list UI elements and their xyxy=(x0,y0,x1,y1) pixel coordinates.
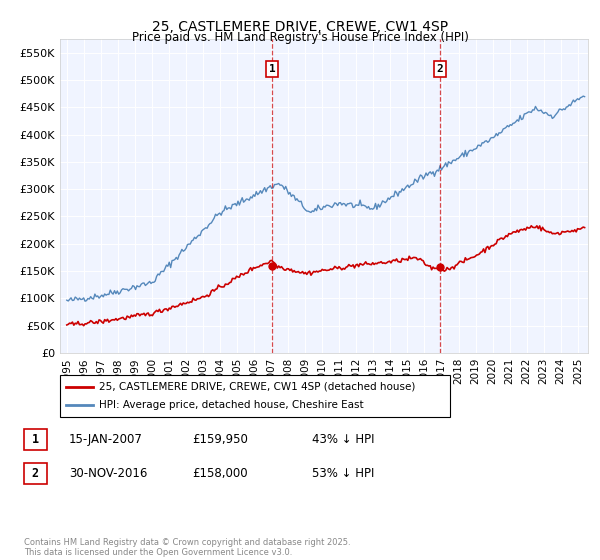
Text: 30-NOV-2016: 30-NOV-2016 xyxy=(69,466,148,480)
Text: £158,000: £158,000 xyxy=(192,466,248,480)
Text: 15-JAN-2007: 15-JAN-2007 xyxy=(69,433,143,446)
Text: HPI: Average price, detached house, Cheshire East: HPI: Average price, detached house, Ches… xyxy=(99,400,364,410)
Text: 1: 1 xyxy=(269,64,275,74)
Text: 2: 2 xyxy=(437,64,443,74)
Text: 1: 1 xyxy=(32,433,39,446)
Text: 2: 2 xyxy=(32,466,39,480)
Text: 25, CASTLEMERE DRIVE, CREWE, CW1 4SP: 25, CASTLEMERE DRIVE, CREWE, CW1 4SP xyxy=(152,20,448,34)
Text: 25, CASTLEMERE DRIVE, CREWE, CW1 4SP (detached house): 25, CASTLEMERE DRIVE, CREWE, CW1 4SP (de… xyxy=(99,382,415,392)
Text: 53% ↓ HPI: 53% ↓ HPI xyxy=(312,466,374,480)
Text: £159,950: £159,950 xyxy=(192,433,248,446)
Text: Contains HM Land Registry data © Crown copyright and database right 2025.
This d: Contains HM Land Registry data © Crown c… xyxy=(24,538,350,557)
Text: Price paid vs. HM Land Registry's House Price Index (HPI): Price paid vs. HM Land Registry's House … xyxy=(131,31,469,44)
Text: 43% ↓ HPI: 43% ↓ HPI xyxy=(312,433,374,446)
